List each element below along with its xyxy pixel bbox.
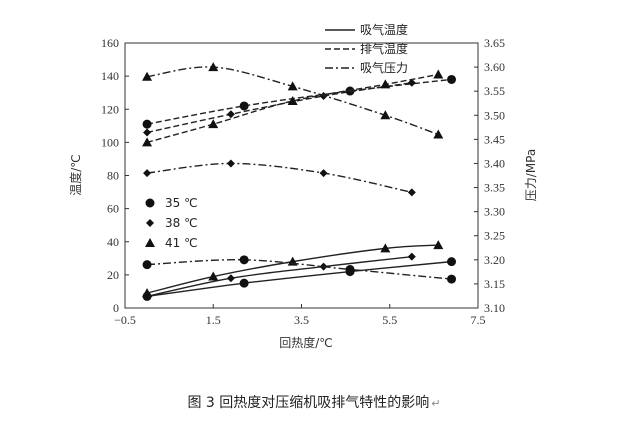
data-point <box>142 71 153 81</box>
data-point <box>433 129 444 139</box>
y-left-tick-label: 160 <box>101 36 119 50</box>
figure-caption: 图 3 回热度对压缩机吸排气特性的影响 ↵ <box>0 392 628 412</box>
series-line <box>146 255 412 298</box>
y-right-axis-label: 压力/MPa <box>524 149 538 201</box>
data-point <box>345 264 355 274</box>
x-tick-label: 7.5 <box>471 313 486 327</box>
data-point <box>208 119 219 129</box>
legend-line-label: 排气温度 <box>360 41 408 56</box>
x-axis-label: 回热度/℃ <box>279 335 333 350</box>
y-right-tick-label: 3.15 <box>484 277 505 291</box>
y-right-tick-label: 3.50 <box>484 108 505 122</box>
series-group <box>143 252 416 301</box>
data-point <box>447 257 457 267</box>
legend-marker-swatch <box>146 219 154 227</box>
y-right-tick-label: 3.55 <box>484 84 505 98</box>
y-right-tick-label: 3.40 <box>484 156 505 170</box>
data-point <box>208 271 219 281</box>
series-group <box>142 69 444 147</box>
data-point <box>142 137 153 147</box>
y-left-tick-label: 120 <box>101 102 119 116</box>
y-left-axis-label: 温度/℃ <box>68 154 83 196</box>
chart-series <box>142 62 457 301</box>
data-point <box>407 78 416 87</box>
data-point <box>287 95 298 105</box>
y-left-tick-label: 60 <box>107 202 119 216</box>
data-point <box>142 288 153 298</box>
data-point <box>447 274 457 284</box>
y-right-tick-label: 3.20 <box>484 253 505 267</box>
legend-line-label: 吸气压力 <box>360 60 408 75</box>
data-point <box>142 260 152 270</box>
data-point <box>239 101 249 111</box>
data-point <box>433 69 444 79</box>
legend-marker-label: 38 ℃ <box>165 216 198 230</box>
series-line <box>147 259 452 280</box>
series-line <box>146 162 412 194</box>
legend-marker-label: 41 ℃ <box>165 236 198 250</box>
data-point <box>447 74 457 84</box>
y-right-tick-label: 3.35 <box>484 181 505 195</box>
data-point <box>287 81 298 91</box>
data-point <box>226 110 235 119</box>
legend-marker-swatch <box>145 198 155 208</box>
return-mark-icon: ↵ <box>431 397 441 410</box>
y-right-tick-label: 3.30 <box>484 205 505 219</box>
y-left-tick-label: 20 <box>107 268 119 282</box>
series-group <box>142 62 444 139</box>
series-group <box>142 240 444 298</box>
y-left-tick-label: 100 <box>101 135 119 149</box>
data-point <box>208 62 219 72</box>
data-point <box>433 240 444 250</box>
y-left-tick-label: 140 <box>101 69 119 83</box>
x-tick-label: 5.5 <box>382 313 397 327</box>
y-right-tick-label: 3.65 <box>484 36 505 50</box>
series-group <box>142 257 457 301</box>
chart-ticks: −0.5 1.5 3.5 5.5 7.5 0 20 40 60 80 100 120 140 160 3.1… <box>101 36 505 327</box>
data-point <box>380 243 391 253</box>
legend-line-label: 吸气温度 <box>360 22 408 37</box>
x-tick-label: 3.5 <box>294 313 309 327</box>
y-left-tick-label: 0 <box>113 301 119 315</box>
series-line <box>146 82 412 134</box>
legend-marker-swatch <box>145 238 155 247</box>
x-tick-label: −0.5 <box>114 313 136 327</box>
series-group <box>143 159 416 197</box>
data-point <box>380 110 391 120</box>
series-group <box>142 255 457 284</box>
y-left-tick-label: 80 <box>107 169 119 183</box>
data-point <box>226 159 235 168</box>
series-line <box>146 260 452 298</box>
data-point <box>143 169 152 178</box>
series-line <box>146 78 452 125</box>
data-point <box>407 188 416 197</box>
data-point <box>380 79 391 89</box>
caption-text: 图 3 回热度对压缩机吸排气特性的影响 <box>187 395 430 411</box>
y-right-tick-label: 3.45 <box>484 132 505 146</box>
y-right-tick-label: 3.25 <box>484 229 505 243</box>
series-line <box>146 73 439 144</box>
data-point <box>239 278 249 288</box>
data-point <box>239 255 249 265</box>
data-point <box>319 169 328 178</box>
y-right-tick-label: 3.10 <box>484 301 505 315</box>
legend-marker-label: 35 ℃ <box>165 196 198 210</box>
data-point <box>142 119 152 129</box>
data-point <box>226 274 235 283</box>
data-point <box>143 128 152 137</box>
data-point <box>407 252 416 261</box>
y-right-tick-label: 3.60 <box>484 60 505 74</box>
x-tick-label: 1.5 <box>206 313 221 327</box>
y-left-tick-label: 40 <box>107 235 119 249</box>
